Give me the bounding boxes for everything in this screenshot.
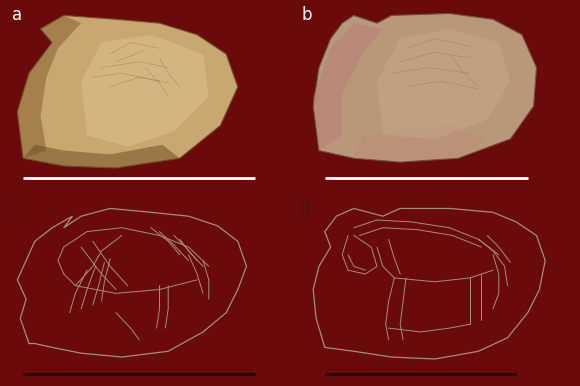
Polygon shape <box>17 15 81 158</box>
Polygon shape <box>23 145 180 168</box>
Text: c: c <box>9 199 18 217</box>
Polygon shape <box>81 35 209 147</box>
Polygon shape <box>377 29 510 139</box>
Text: d: d <box>299 199 309 217</box>
Text: b: b <box>302 6 312 24</box>
Polygon shape <box>17 15 238 168</box>
Polygon shape <box>313 14 536 162</box>
Polygon shape <box>354 125 487 158</box>
Polygon shape <box>313 23 383 151</box>
Text: a: a <box>12 6 21 24</box>
